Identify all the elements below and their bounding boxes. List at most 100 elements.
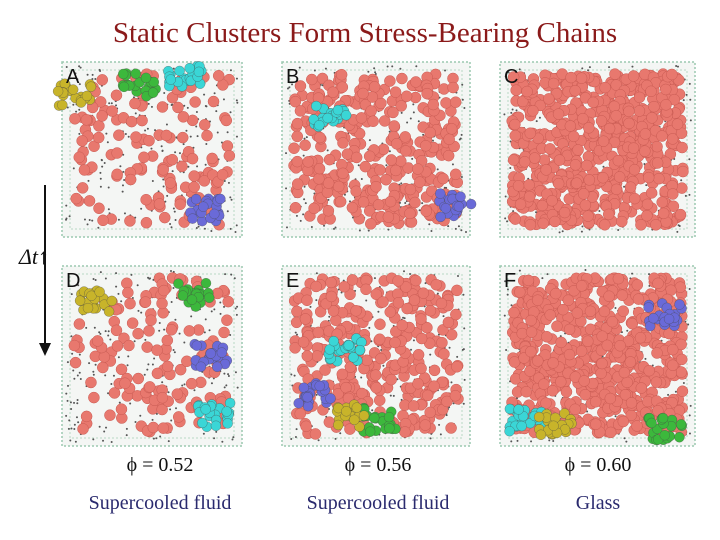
mobile-particle [604,426,617,439]
mobile-particle [572,144,584,156]
mobile-particle [420,205,432,217]
mobile-particle [676,141,688,154]
small-particle [334,226,337,229]
small-particle [203,227,206,230]
small-particle [546,273,549,276]
mobile-particle [417,287,430,299]
mobile-particle [206,152,218,165]
mobile-particle [642,171,655,184]
small-particle [170,226,173,229]
mobile-particle [641,209,653,222]
small-particle [351,216,354,219]
small-particle [99,332,102,335]
mobile-particle [310,280,322,293]
small-particle [367,229,370,232]
small-particle [439,433,442,436]
small-particle [88,218,91,221]
mobile-particle [589,396,602,408]
mobile-particle [156,391,169,404]
mobile-particle [651,347,663,359]
mobile-particle [552,177,565,190]
mobile-particle [314,131,326,144]
mobile-particle [427,98,440,111]
mobile-particle [582,210,594,222]
small-particle [391,65,394,68]
mobile-particle [374,164,386,176]
mobile-particle [141,341,153,353]
small-particle [343,193,346,196]
mobile-particle [69,356,82,369]
small-particle [69,401,72,404]
mobile-particle [612,154,625,167]
small-particle [229,69,232,72]
small-particle [133,340,136,343]
mobile-particle [294,408,307,420]
small-particle [77,284,80,287]
mobile-particle [306,73,318,86]
mobile-particle [596,357,608,370]
small-particle [303,198,306,201]
mobile-particle [97,361,109,374]
mobile-particle [656,130,668,142]
mobile-particle [525,326,538,338]
small-particle [110,383,113,386]
small-particle [66,399,69,402]
mobile-particle [537,217,549,230]
mobile-particle [221,314,233,326]
small-particle [288,86,291,89]
small-particle [154,129,157,132]
mobile-particle [449,168,462,181]
mobile-particle [451,361,463,373]
small-particle [178,152,181,155]
mobile-particle [96,110,108,122]
cluster-particle [216,347,228,358]
panel-label: E [286,270,299,292]
small-particle [392,394,395,397]
mobile-particle [389,336,401,349]
small-particle [457,225,460,228]
mobile-particle [421,389,434,402]
small-particle [291,83,294,86]
small-particle [360,376,363,379]
small-particle [178,332,181,335]
small-particle [631,272,634,275]
small-particle [234,371,237,374]
mobile-particle [384,75,396,87]
mobile-particle [651,140,663,153]
small-particle [98,425,101,428]
small-particle [518,68,521,71]
small-particle [682,99,685,102]
mobile-particle [612,272,625,285]
simulation-panel: D [61,265,243,447]
mobile-particle [606,315,619,328]
small-particle [204,104,207,107]
mobile-particle [549,215,561,228]
small-particle [294,435,297,438]
mobile-particle [291,155,304,168]
small-particle [125,427,128,430]
mobile-particle [145,314,157,327]
mobile-particle [627,142,640,154]
small-particle [175,407,178,410]
mobile-particle [674,208,687,221]
small-particle [535,211,538,214]
small-particle [295,214,298,217]
mobile-particle [396,72,408,85]
small-particle [213,308,216,311]
small-particle [119,165,122,168]
mobile-particle [335,68,348,81]
small-particle [234,307,237,310]
mobile-particle [291,130,304,143]
mobile-particle [449,389,462,402]
small-particle [463,378,466,381]
small-particle [151,180,154,183]
cluster-particle [106,295,117,307]
mobile-particle [365,218,377,230]
mobile-particle [547,357,559,369]
mobile-particle [350,151,363,164]
mobile-particle [325,290,338,303]
small-particle [444,69,447,72]
mobile-particle [400,90,413,103]
cluster-particle [311,100,322,112]
